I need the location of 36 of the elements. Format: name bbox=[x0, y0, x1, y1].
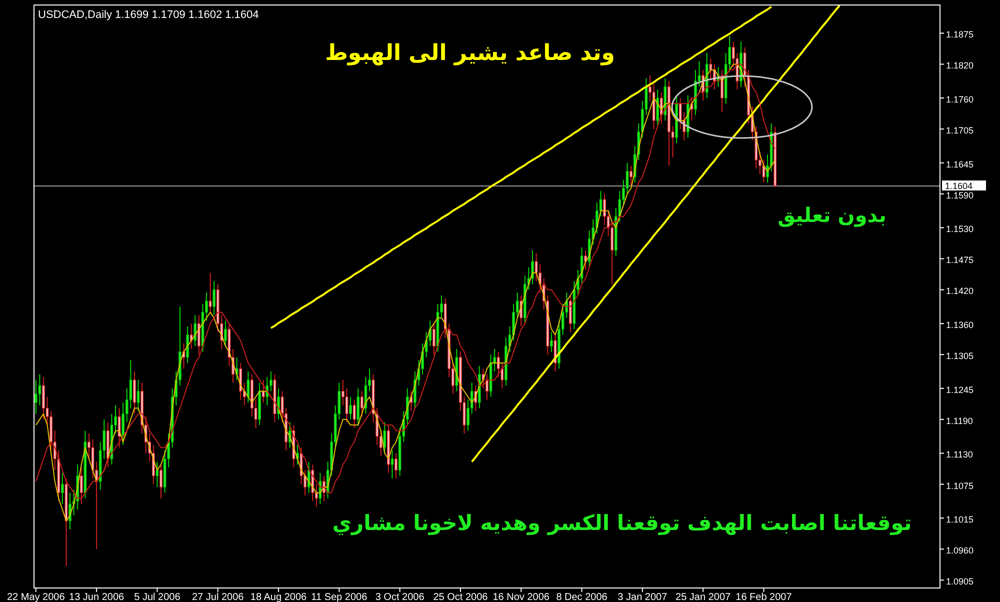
ytick: 1.1530 bbox=[946, 224, 974, 234]
ytick: 1.0960 bbox=[946, 546, 974, 556]
ytick: 1.1305 bbox=[946, 351, 974, 362]
annotation: بدون تعليق bbox=[778, 203, 886, 227]
ytick: 1.1015 bbox=[946, 514, 974, 525]
annotation: وتد صاعد يشير الى الهبوط bbox=[325, 41, 615, 66]
xtick: 8 Dec 2006 bbox=[556, 592, 608, 602]
ytick: 1.1420 bbox=[946, 286, 974, 296]
ytick: 1.1360 bbox=[946, 320, 974, 330]
ref-label: 1.1604 bbox=[945, 181, 973, 191]
ytick: 1.1075 bbox=[946, 480, 974, 491]
ytick: 1.1820 bbox=[946, 60, 974, 71]
xtick: 16 Feb 2007 bbox=[736, 592, 792, 602]
xtick: 22 May 2006 bbox=[6, 592, 65, 602]
ytick: 1.1705 bbox=[946, 126, 974, 136]
ytick: 1.1130 bbox=[946, 450, 973, 460]
ytick: 1.1245 bbox=[946, 384, 974, 395]
xtick: 3 Oct 2006 bbox=[375, 592, 424, 602]
ytick: 1.1645 bbox=[946, 159, 974, 170]
ytick: 1.1875 bbox=[946, 30, 974, 40]
xtick: 25 Oct 2006 bbox=[433, 592, 488, 602]
ytick: 1.1590 bbox=[946, 190, 974, 200]
xtick: 25 Jan 2007 bbox=[676, 592, 731, 602]
ytick: 1.0905 bbox=[946, 576, 974, 587]
xtick: 18 Aug 2006 bbox=[250, 592, 307, 602]
xtick: 3 Jan 2007 bbox=[618, 592, 668, 602]
xtick: 27 Jul 2006 bbox=[192, 592, 244, 602]
ytick: 1.1475 bbox=[946, 255, 974, 266]
ytick: 1.1190 bbox=[946, 416, 973, 426]
ytick: 1.1760 bbox=[946, 94, 974, 105]
title: USDCAD,Daily 1.1699 1.1709 1.1602 1.1604 bbox=[38, 9, 259, 21]
xtick: 13 Jun 2006 bbox=[69, 592, 124, 602]
xtick: 11 Sep 2006 bbox=[311, 592, 368, 602]
xtick: 16 Nov 2006 bbox=[492, 592, 550, 602]
xtick: 5 Jul 2006 bbox=[134, 592, 180, 602]
annotation: توقعاتنا اصابت الهدف توقعنا الكسر وهديه لاخونا مشاري bbox=[332, 511, 912, 535]
